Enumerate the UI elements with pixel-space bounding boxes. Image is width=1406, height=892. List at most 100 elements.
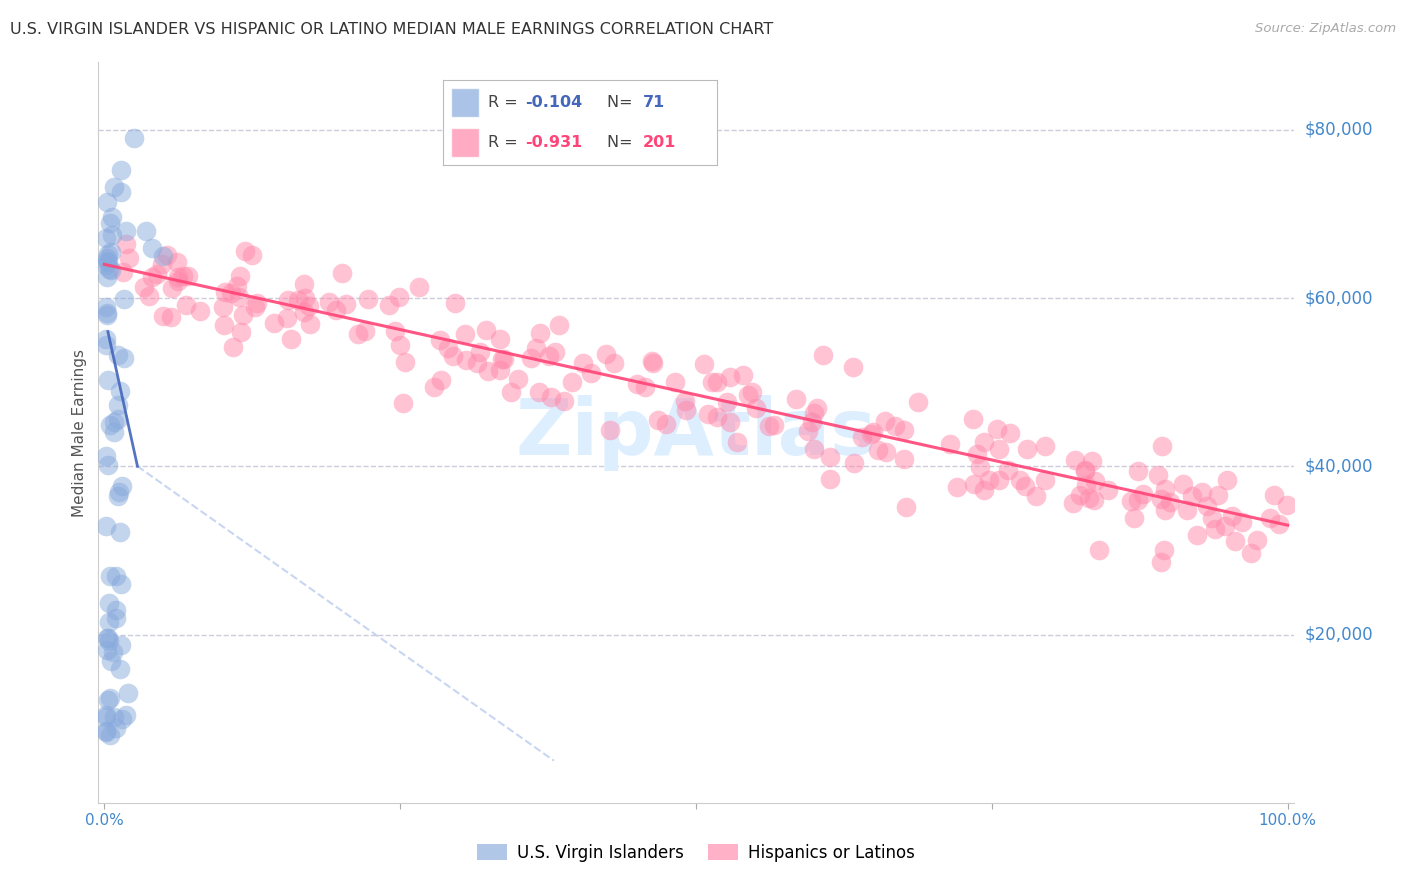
Point	[986, 422, 1008, 436]
Point	[212, 318, 235, 332]
Point	[232, 308, 254, 322]
Point	[160, 310, 183, 325]
Point	[529, 326, 551, 340]
Point	[465, 355, 488, 369]
Point	[292, 305, 315, 319]
Point	[633, 380, 655, 394]
Point	[1081, 453, 1104, 467]
Point	[98, 729, 121, 743]
Point	[675, 402, 697, 417]
Y-axis label: Median Male Earnings: Median Male Earnings	[72, 349, 87, 516]
Point	[160, 281, 183, 295]
Point	[524, 341, 547, 355]
Point	[388, 289, 411, 303]
Point	[97, 458, 120, 472]
Point	[228, 290, 250, 304]
Point	[1171, 477, 1194, 491]
Point	[907, 394, 929, 409]
Point	[141, 269, 163, 284]
Point	[1150, 492, 1173, 507]
Point	[1185, 527, 1208, 541]
Point	[997, 462, 1019, 476]
Point	[1154, 482, 1177, 496]
Point	[98, 417, 121, 432]
Text: N=: N=	[607, 135, 638, 150]
Point	[641, 354, 664, 368]
Point	[716, 395, 738, 409]
Point	[1195, 500, 1218, 514]
Point	[107, 489, 129, 503]
Point	[231, 325, 253, 339]
Point	[226, 279, 249, 293]
Point	[107, 412, 129, 426]
Point	[221, 340, 243, 354]
Point	[696, 407, 718, 421]
Point	[122, 131, 145, 145]
Point	[706, 409, 728, 424]
Point	[115, 708, 138, 723]
Point	[146, 267, 169, 281]
Point	[499, 384, 522, 399]
Point	[104, 569, 127, 583]
Point	[112, 292, 135, 306]
Point	[110, 185, 132, 199]
Point	[1181, 490, 1204, 504]
Point	[172, 269, 194, 284]
Point	[298, 299, 321, 313]
Point	[108, 384, 131, 398]
Point	[1064, 453, 1087, 467]
Point	[388, 337, 411, 351]
Point	[1201, 511, 1223, 525]
Point	[977, 473, 1000, 487]
Point	[229, 268, 252, 283]
Point	[430, 373, 453, 387]
Point	[294, 291, 316, 305]
Point	[875, 414, 897, 428]
Point	[1014, 479, 1036, 493]
Text: -0.931: -0.931	[526, 135, 582, 150]
Point	[277, 293, 299, 307]
Point	[101, 228, 124, 243]
Point	[700, 375, 723, 389]
Point	[246, 296, 269, 310]
Text: 71: 71	[643, 95, 665, 110]
Point	[806, 401, 828, 415]
Point	[98, 596, 121, 610]
Point	[97, 254, 120, 268]
Point	[377, 298, 399, 312]
Point	[94, 337, 117, 351]
Point	[299, 317, 322, 331]
Point	[94, 449, 117, 463]
Point	[548, 318, 571, 332]
Point	[595, 347, 617, 361]
Point	[655, 417, 678, 432]
Point	[107, 398, 129, 412]
Point	[1213, 518, 1236, 533]
Point	[1263, 488, 1285, 502]
Point	[437, 341, 460, 355]
Point	[330, 266, 353, 280]
Point	[111, 712, 134, 726]
Point	[94, 301, 117, 315]
Point	[939, 436, 962, 450]
Point	[1033, 473, 1056, 487]
Point	[101, 645, 124, 659]
Point	[103, 179, 125, 194]
Point	[1008, 473, 1031, 487]
Point	[110, 576, 132, 591]
Point	[394, 355, 416, 369]
Point	[104, 721, 127, 735]
Point	[441, 349, 464, 363]
Point	[626, 377, 648, 392]
Point	[1074, 464, 1097, 478]
Point	[134, 280, 156, 294]
Point	[357, 292, 380, 306]
Point	[1146, 467, 1168, 482]
Point	[112, 351, 135, 366]
Text: -0.104: -0.104	[526, 95, 582, 110]
Point	[219, 285, 242, 300]
Point	[1126, 493, 1149, 508]
Point	[214, 285, 236, 300]
Point	[818, 450, 841, 464]
Point	[96, 308, 118, 322]
